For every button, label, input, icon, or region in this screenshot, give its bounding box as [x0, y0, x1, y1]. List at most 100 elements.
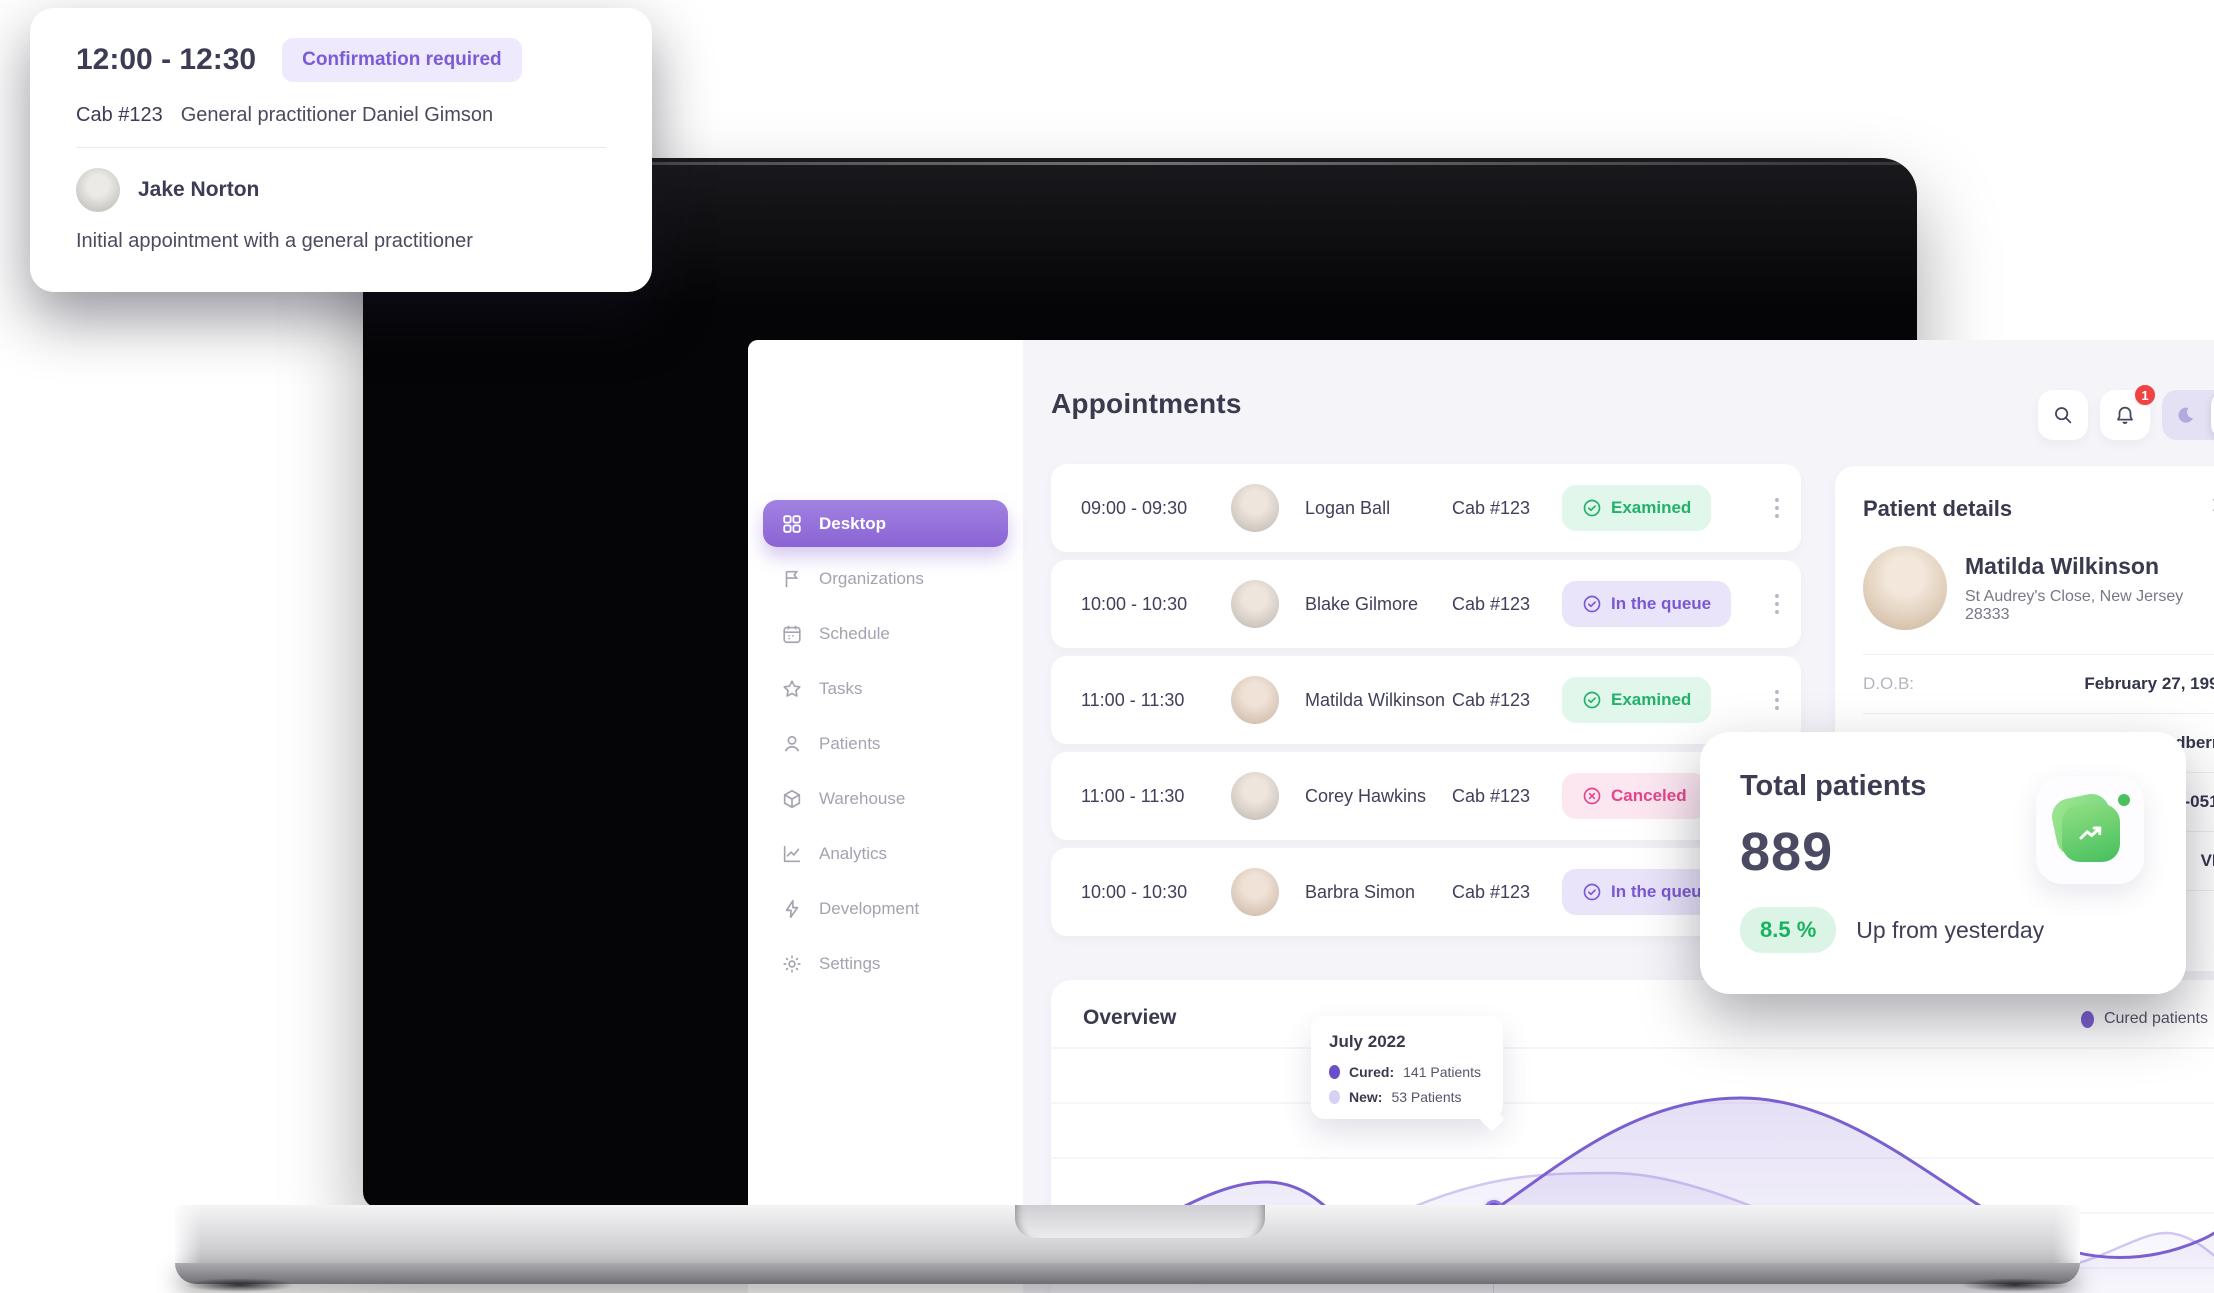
patient-avatar	[76, 168, 120, 212]
tooltip-value: 141 Patients	[1403, 1064, 1481, 1080]
patient-avatar	[1231, 868, 1279, 916]
notification-badge: 1	[2133, 383, 2157, 407]
search-icon	[2055, 407, 2072, 424]
sidebar-item-label: Desktop	[819, 513, 887, 533]
sidebar-item-settings[interactable]: Settings	[763, 940, 1008, 987]
status-badge: Canceled	[1562, 773, 1707, 819]
sidebar-item-label: Schedule	[819, 623, 890, 643]
laptop-base-edge	[175, 1263, 2080, 1292]
tooltip-dot-cured	[1329, 1065, 1340, 1079]
appointment-time: 10:00 - 10:30	[1081, 881, 1188, 902]
dark-mode-option[interactable]	[2162, 390, 2209, 440]
patient-avatar	[1231, 676, 1279, 724]
laptop-notch	[1015, 1205, 1265, 1238]
trend-icon-tile	[2036, 776, 2144, 884]
tooltip-value: 53 Patients	[1391, 1089, 1462, 1105]
tooltip-month: July 2022	[1329, 1032, 1406, 1051]
trend-up-icon	[2062, 804, 2120, 862]
sidebar-item-desktop[interactable]: Desktop	[763, 500, 1008, 547]
search-button[interactable]	[2038, 390, 2088, 440]
page-title: Appointments	[1051, 388, 1242, 419]
laptop-bezel: Desktop Organizations Schedule Tasks	[363, 158, 2214, 1293]
patient-name: Logan Ball	[1305, 497, 1391, 518]
grid-icon	[783, 514, 801, 533]
flag-icon	[785, 570, 799, 587]
close-button[interactable]	[2210, 496, 2214, 519]
row-menu-button[interactable]	[1767, 586, 1787, 622]
sidebar-item-organizations[interactable]: Organizations	[763, 555, 1008, 602]
practitioner-label: General practitioner Daniel Gimson	[180, 104, 494, 126]
sidebar-item-patients[interactable]: Patients	[763, 720, 1008, 767]
total-patients-title: Total patients	[1740, 770, 1927, 802]
appointment-time: 11:00 - 11:30	[1081, 689, 1185, 710]
check-circle-icon	[1583, 595, 1601, 613]
appointment-time: 10:00 - 10:30	[1081, 593, 1188, 614]
sidebar-item-label: Development	[819, 898, 920, 918]
patient-name: Jake Norton	[138, 178, 260, 201]
appointment-list: 09:00 - 09:30 Logan Ball Cab #123 Examin…	[1051, 464, 1801, 944]
sidebar-item-label: Tasks	[819, 678, 863, 698]
bell-icon	[2117, 406, 2133, 424]
patient-name: Blake Gilmore	[1305, 593, 1419, 614]
patient-details-title: Patient details	[1863, 496, 2013, 521]
status-label: Canceled	[1611, 786, 1687, 805]
calendar-icon	[783, 625, 801, 643]
check-circle-icon	[1583, 499, 1601, 517]
cube-icon	[783, 789, 801, 808]
patient-avatar	[1231, 580, 1279, 628]
star-icon	[783, 679, 801, 697]
delta-badge: 8.5 %	[1740, 907, 1837, 953]
cab-number: Cab #123	[1452, 785, 1531, 806]
tooltip-row: New: 53 Patients	[1329, 1089, 1485, 1105]
chart-tooltip: July 2022 Cured: 141 Patients New: 53 Pa…	[1311, 1016, 1503, 1119]
user-icon	[784, 735, 800, 752]
cab-number: Cab #123	[1452, 881, 1531, 902]
total-patients-value: 889	[1740, 822, 1834, 882]
theme-toggle[interactable]	[2162, 390, 2214, 440]
sidebar-item-warehouse[interactable]: Warehouse	[763, 775, 1008, 822]
appointment-popup-card: 12:00 - 12:30 Confirmation required Cab …	[30, 8, 652, 292]
patient-name: Matilda Wilkinson	[1305, 689, 1446, 710]
sidebar-item-label: Warehouse	[819, 788, 906, 808]
sidebar-item-development[interactable]: Development	[763, 885, 1008, 932]
tooltip-label: New:	[1349, 1089, 1383, 1105]
appointment-row[interactable]: 10:00 - 10:30 Blake Gilmore Cab #123 In …	[1051, 560, 1801, 648]
confirmation-badge: Confirmation required	[282, 38, 522, 82]
notifications-button[interactable]: 1	[2100, 383, 2157, 440]
x-circle-icon	[1583, 787, 1601, 805]
patient-avatar	[1231, 484, 1279, 532]
status-label: In the queue	[1611, 882, 1712, 901]
cab-number: Cab #123	[1452, 689, 1531, 710]
appointment-row[interactable]: 09:00 - 09:30 Logan Ball Cab #123 Examin…	[1051, 464, 1801, 552]
delta-note: Up from yesterday	[1856, 916, 2045, 943]
tooltip-label: Cured:	[1349, 1064, 1395, 1080]
status-badge: In the queue	[1562, 581, 1732, 627]
field-value: February 27, 1990	[2084, 674, 2214, 693]
appointment-row[interactable]: 11:00 - 11:30 Corey Hawkins Cab #123 Can…	[1051, 752, 1801, 840]
total-patients-card: Total patients 889 8.5 % Up from yesterd…	[1700, 732, 2186, 994]
appointment-note: Initial appointment with a general pract…	[76, 230, 473, 252]
appointment-time: 09:00 - 09:30	[1081, 497, 1188, 518]
field-value: VIP	[2200, 851, 2214, 870]
patient-detail-name: Matilda Wilkinson	[1965, 552, 2160, 579]
appointment-row[interactable]: 10:00 - 10:30 Barbra Simon Cab #123 In t…	[1051, 848, 1801, 936]
field-label: D.O.B:	[1863, 674, 1915, 693]
row-menu-button[interactable]	[1767, 490, 1787, 526]
appointment-time-range: 12:00 - 12:30	[76, 43, 257, 76]
patient-address: St Audrey's Close, New Jersey 28333	[1965, 587, 2184, 623]
patient-avatar	[1231, 772, 1279, 820]
row-menu-button[interactable]	[1767, 682, 1787, 718]
sidebar-item-analytics[interactable]: Analytics	[763, 830, 1008, 877]
patient-name: Corey Hawkins	[1305, 785, 1427, 806]
chart-legend: Cured patients	[2080, 1010, 2208, 1028]
close-icon	[2213, 499, 2214, 511]
appointment-time: 11:00 - 11:30	[1081, 785, 1185, 806]
appointment-row[interactable]: 11:00 - 11:30 Matilda Wilkinson Cab #123…	[1051, 656, 1801, 744]
check-circle-icon	[1583, 691, 1601, 709]
sidebar-item-tasks[interactable]: Tasks	[763, 665, 1008, 712]
cab-number: Cab #123	[1452, 497, 1531, 518]
light-mode-option[interactable]	[2210, 392, 2214, 438]
sidebar-item-label: Patients	[819, 733, 881, 753]
sidebar-item-schedule[interactable]: Schedule	[763, 610, 1008, 657]
